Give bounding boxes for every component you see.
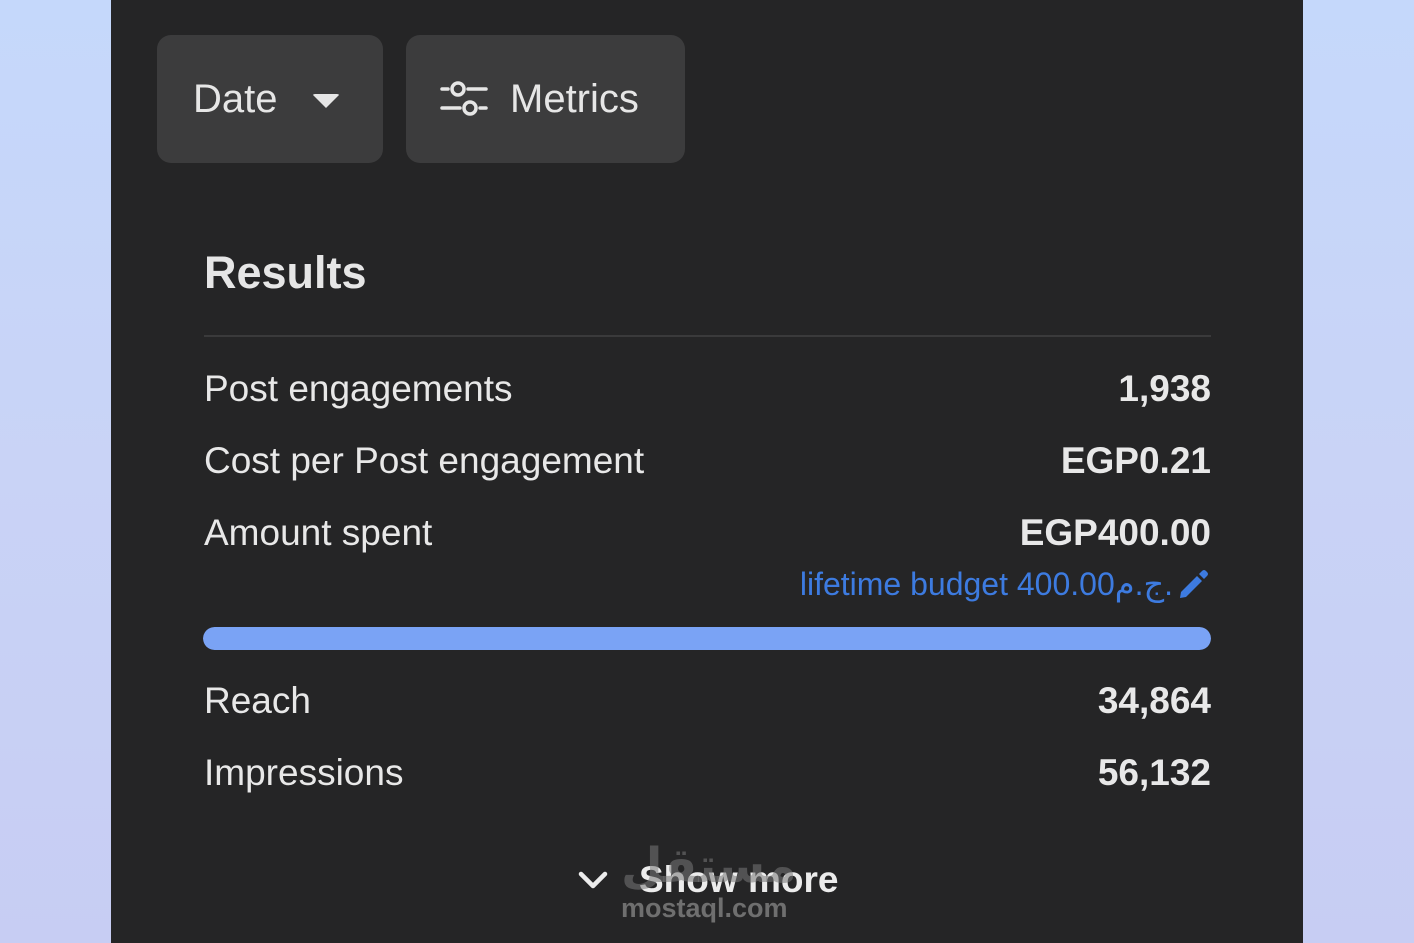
- date-filter-label: Date: [193, 76, 278, 121]
- metric-row-impressions: Impressions 56,132: [204, 748, 1211, 798]
- edit-budget-link[interactable]: lifetime budget 400.00ج.م.: [800, 562, 1211, 606]
- results-heading: Results: [204, 247, 367, 298]
- metric-value: EGP400.00: [1019, 512, 1211, 553]
- budget-text: lifetime budget 400.00ج.م.: [799, 566, 1173, 602]
- metric-value: EGP0.21: [1060, 440, 1211, 481]
- show-more-button[interactable]: Show more: [577, 856, 838, 904]
- show-more-label: Show more: [639, 859, 839, 900]
- metric-label: Impressions: [204, 752, 404, 793]
- metric-row-post-engagements: Post engagements 1,938: [204, 364, 1211, 414]
- budget-progress-bar: [203, 627, 1211, 650]
- metric-value: 34,864: [1097, 680, 1211, 721]
- metric-label: Post engagements: [204, 368, 513, 409]
- metrics-button[interactable]: Metrics: [406, 35, 685, 163]
- pencil-icon: [1180, 570, 1208, 598]
- budget-progress-fill: [203, 627, 1211, 650]
- divider: [204, 335, 1211, 337]
- metric-label: Reach: [204, 680, 311, 721]
- metric-label: Cost per Post engagement: [204, 440, 645, 481]
- metric-label: Amount spent: [204, 512, 433, 553]
- metric-value: 56,132: [1097, 752, 1211, 793]
- metric-row-reach: Reach 34,864: [204, 676, 1211, 726]
- chevron-down-icon: [578, 871, 608, 889]
- sliders-icon: [440, 81, 488, 116]
- results-panel: Date Metrics Results Post engagements 1,…: [111, 0, 1303, 943]
- caret-down-icon: [311, 93, 340, 108]
- metric-row-cost-per-engagement: Cost per Post engagement EGP0.21: [204, 436, 1211, 486]
- date-filter-button[interactable]: Date: [157, 35, 383, 163]
- metrics-label: Metrics: [510, 76, 639, 121]
- metric-row-amount-spent: Amount spent EGP400.00: [204, 508, 1211, 558]
- metric-value: 1,938: [1118, 368, 1211, 409]
